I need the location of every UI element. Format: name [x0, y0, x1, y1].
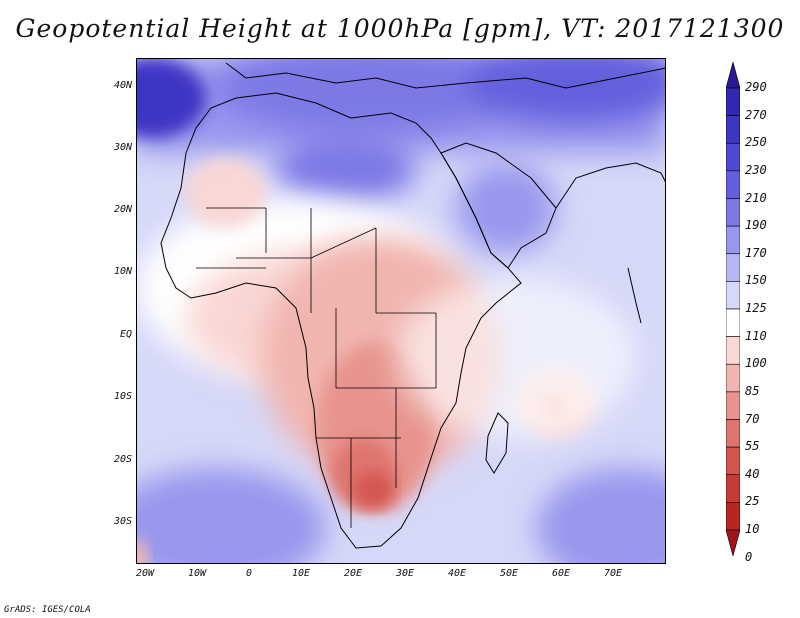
madagascar-coast [485, 412, 509, 474]
lat-label-10s: 10S [113, 391, 132, 402]
lat-label-20s: 20S [113, 454, 132, 465]
lat-label-10n: 10N [113, 266, 132, 277]
colorbar-label: 85 [745, 383, 760, 398]
country-borders [196, 207, 437, 528]
colorbar-label: 190 [745, 218, 767, 233]
colorbar-label: 70 [745, 411, 760, 426]
field-kalahari-core [354, 472, 394, 508]
colorbar-label: 100 [745, 356, 767, 371]
colorbar-label: 0 [745, 549, 753, 564]
colorbar-label: 290 [745, 80, 767, 94]
field-atlantic-high [136, 58, 206, 138]
field-indian-ocean-neutral [396, 278, 636, 438]
lon-label-30e: 30E [395, 568, 415, 579]
field-mediterranean-high [216, 58, 516, 133]
colorbar-cell [726, 142, 740, 172]
colorbar-cell [726, 419, 740, 448]
colorbar-label: 55 [745, 439, 760, 454]
colorbar-cell [726, 529, 740, 556]
europe-coast [225, 62, 666, 89]
field-south-indian-high [536, 468, 666, 564]
lat-label-eq: EQ [119, 329, 132, 340]
field-south-atlantic-high [136, 468, 326, 564]
lat-label-20n: 20N [113, 204, 132, 215]
lon-label-10e: 10E [291, 568, 311, 579]
africa-coast [160, 92, 522, 549]
lat-label-40n: 40N [113, 80, 132, 91]
colorbar [726, 62, 740, 556]
lon-label-70e: 70E [603, 568, 623, 579]
colorbar-cell [726, 336, 740, 365]
colorbar-label: 150 [745, 273, 767, 288]
lon-label-50e: 50E [499, 568, 519, 579]
colorbar-cell [726, 446, 740, 476]
colorbar-label: 250 [745, 135, 767, 150]
india-coast [627, 267, 642, 324]
map-frame [136, 58, 666, 564]
lat-label-30n: 30N [113, 142, 132, 153]
colorbar-label: 125 [745, 301, 767, 315]
field-near-east-high [466, 58, 666, 123]
colorbar-label: 25 [745, 494, 760, 509]
arabia-coast [440, 142, 557, 269]
colorbar-cell [726, 115, 740, 144]
colorbar-cell [726, 502, 740, 531]
lon-label-20e: 20E [343, 568, 363, 579]
colorbar-label: 10 [745, 522, 760, 536]
colorbar-label: 210 [745, 190, 767, 205]
colorbar-cell [726, 474, 740, 503]
colorbar-cell [726, 253, 740, 282]
colorbar-cell [726, 198, 740, 227]
colorbar-label: 230 [745, 162, 767, 177]
credit-text: GrADS: IGES/COLA [4, 605, 91, 615]
coastlines [160, 62, 666, 549]
colorbar-cell [726, 170, 740, 199]
colorbar-cell [726, 62, 740, 89]
colorbar-cell [726, 363, 740, 393]
colorbar-cell [726, 87, 740, 116]
lon-label-40e: 40E [447, 568, 467, 579]
colorbar-cell [726, 225, 740, 255]
colorbar-cell [726, 281, 740, 310]
geopotential-map [136, 58, 666, 564]
field-western-sahara-low [186, 158, 266, 228]
colorbar-label: 110 [745, 328, 767, 343]
map-title: Geopotential Height at 1000hPa [gpm], VT… [15, 14, 785, 43]
lon-label-20w: 20W [135, 568, 155, 579]
colorbar-label: 270 [745, 107, 767, 122]
lon-label-10w: 10W [187, 568, 207, 579]
colorbar-cell [726, 308, 740, 337]
colorbar-label: 40 [745, 466, 760, 481]
lon-label-60e: 60E [551, 568, 571, 579]
asia-coast [555, 162, 666, 209]
field-libya-high [276, 133, 416, 203]
lon-label-0: 0 [245, 568, 253, 579]
map-panel [136, 58, 666, 564]
colorbar-cell [726, 391, 740, 420]
field-corner-low [136, 538, 148, 564]
lat-label-30s: 30S [113, 516, 132, 527]
colorbar-label: 170 [745, 245, 767, 260]
